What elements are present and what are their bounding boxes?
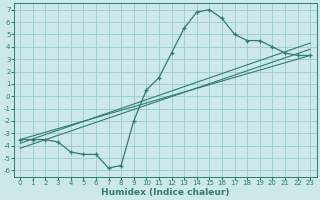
X-axis label: Humidex (Indice chaleur): Humidex (Indice chaleur) xyxy=(101,188,229,197)
